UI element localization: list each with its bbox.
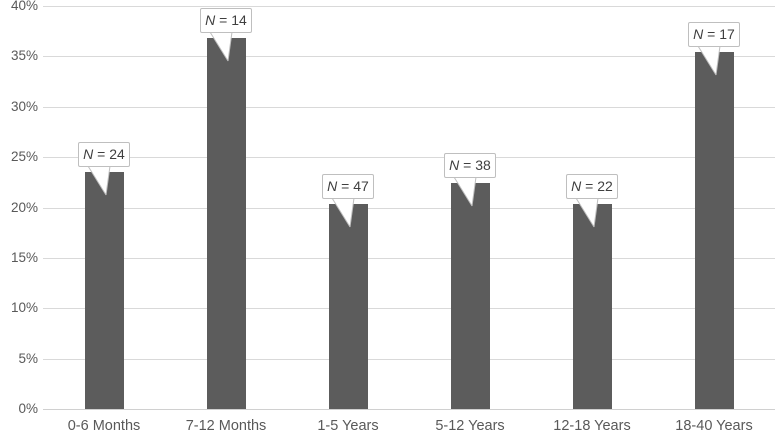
- y-tick-label: 10%: [10, 300, 38, 315]
- y-tick-label: 30%: [10, 99, 38, 114]
- callout-tail-icon: [209, 31, 233, 62]
- bar-callout-label: N = 38: [444, 153, 496, 178]
- bar: [207, 38, 246, 409]
- y-tick-label: 25%: [10, 149, 38, 164]
- y-gridline: [43, 107, 775, 108]
- bar: [573, 204, 612, 409]
- bar: [329, 204, 368, 409]
- x-category-label: 1-5 Years: [317, 418, 379, 434]
- y-gridline: [43, 157, 775, 158]
- plot-area: N = 24 N = 14 N = 47 N = 38 N = 22 N = 17: [43, 6, 775, 410]
- bar-callout-label: N = 47: [322, 174, 374, 199]
- callout-tail-icon: [697, 45, 721, 76]
- x-category-label: 5-12 Years: [435, 418, 505, 434]
- bar-callout-label: N = 17: [688, 22, 740, 47]
- x-category-label: 12-18 Years: [553, 418, 631, 434]
- y-gridline: [43, 308, 775, 309]
- bar-callout-label: N = 24: [78, 142, 130, 167]
- callout-tail-icon: [87, 165, 111, 196]
- y-tick-label: 0%: [18, 401, 38, 416]
- y-gridline: [43, 258, 775, 259]
- y-gridline: [43, 6, 775, 7]
- y-tick-label: 35%: [10, 48, 38, 63]
- y-tick-label: 40%: [10, 0, 38, 13]
- bar: [695, 52, 734, 409]
- x-axis-line: [43, 409, 775, 410]
- y-tick-label: 20%: [10, 200, 38, 215]
- bar-callout-label: N = 22: [566, 174, 618, 199]
- bar: [451, 183, 490, 409]
- y-gridline: [43, 208, 775, 209]
- y-tick-label: 5%: [18, 351, 38, 366]
- callout-tail-icon: [453, 176, 477, 207]
- x-category-label: 7-12 Months: [185, 418, 267, 434]
- callout-tail-icon: [575, 197, 599, 228]
- x-category-label: 0-6 Months: [67, 418, 141, 434]
- callout-tail-icon: [331, 197, 355, 228]
- x-category-label: 18-40 Years: [675, 418, 753, 434]
- y-tick-label: 15%: [10, 250, 38, 265]
- bar-callout-label: N = 14: [200, 8, 252, 33]
- y-gridline: [43, 359, 775, 360]
- bar: [85, 172, 124, 409]
- y-gridline: [43, 56, 775, 57]
